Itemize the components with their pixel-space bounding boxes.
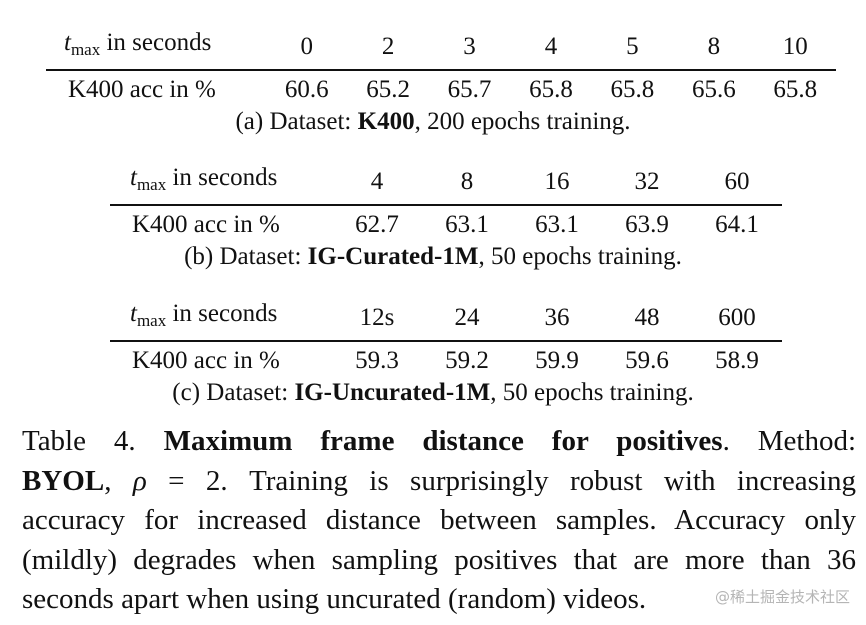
row-label: K400 acc in % bbox=[132, 211, 280, 238]
header-row: tmax in seconds 0 2 3 4 5 8 10 bbox=[46, 28, 836, 71]
column-header: 5 bbox=[591, 28, 674, 71]
column-header: 4 bbox=[332, 163, 422, 206]
caption-c: (c) Dataset: IG-Uncurated-1M, 50 epochs … bbox=[172, 379, 694, 406]
header-label: tmax in seconds bbox=[110, 163, 332, 206]
table-cell: 59.9 bbox=[535, 347, 579, 374]
table-cell: 65.6 bbox=[691, 76, 736, 103]
header-row: tmax in seconds 4 8 16 32 60 bbox=[110, 163, 782, 206]
table-cell: 59.2 bbox=[445, 347, 489, 374]
column-header: 24 bbox=[422, 299, 512, 342]
table-cell: 64.1 bbox=[715, 211, 759, 238]
table-cell: 65.8 bbox=[610, 76, 655, 103]
caption-title: Maximum frame distance for positives bbox=[163, 425, 723, 457]
caption-a: (a) Dataset: K400, 200 epochs training. bbox=[235, 108, 631, 135]
column-header: 8 bbox=[422, 163, 512, 206]
caption-line-4: (mildly) degrades when sampling positive… bbox=[22, 543, 856, 576]
table-caption-paragraph: Table 4. Maximum frame distance for posi… bbox=[22, 422, 856, 620]
column-header: 0 bbox=[266, 28, 348, 71]
table-cell: 65.2 bbox=[366, 76, 410, 103]
column-header: 4 bbox=[510, 28, 592, 71]
caption-line-5: seconds apart when using uncurated (rand… bbox=[22, 583, 647, 615]
table-cell: 63.1 bbox=[535, 211, 579, 238]
column-header: 16 bbox=[512, 163, 602, 206]
column-header: 600 bbox=[692, 299, 782, 342]
table-cell: 65.8 bbox=[773, 76, 818, 103]
results-table-a: tmax in seconds 0 2 3 4 5 8 10 K400 acc … bbox=[46, 28, 836, 105]
header-label: tmax in seconds bbox=[110, 299, 332, 342]
table-cell: 59.6 bbox=[625, 347, 669, 374]
table-cell: 62.7 bbox=[355, 211, 399, 238]
table-cell: 59.3 bbox=[355, 347, 399, 374]
table-cell: 65.7 bbox=[447, 76, 492, 103]
header-row: tmax in seconds 12s 24 36 48 600 bbox=[110, 299, 782, 342]
results-table-c: tmax in seconds 12s 24 36 48 600 K400 ac… bbox=[110, 299, 782, 376]
table-cell: 60.6 bbox=[284, 76, 329, 103]
table-cell: 65.8 bbox=[529, 76, 573, 103]
column-header: 3 bbox=[428, 28, 511, 71]
method-name: BYOL bbox=[22, 464, 105, 497]
column-header: 12s bbox=[332, 299, 422, 342]
caption-line-3: accuracy for increased distance between … bbox=[22, 504, 856, 536]
header-label: tmax in seconds bbox=[46, 28, 266, 71]
column-header: 60 bbox=[692, 163, 782, 206]
column-header: 10 bbox=[754, 28, 836, 71]
column-header: 48 bbox=[602, 299, 692, 342]
column-header: 36 bbox=[512, 299, 602, 342]
row-label: K400 acc in % bbox=[132, 347, 280, 374]
value-row: K400 acc in % 60.6 65.2 65.7 65.8 65.8 6… bbox=[46, 70, 836, 105]
caption-b: (b) Dataset: IG-Curated-1M, 50 epochs tr… bbox=[184, 243, 682, 270]
column-header: 32 bbox=[602, 163, 692, 206]
watermark: @稀土掘金技术社区 bbox=[714, 588, 850, 606]
table-cell: 58.9 bbox=[715, 347, 759, 374]
table-cell: 63.1 bbox=[445, 211, 489, 238]
value-row: K400 acc in % 59.3 59.2 59.9 59.6 58.9 bbox=[110, 341, 782, 376]
table-cell: 63.9 bbox=[625, 211, 669, 238]
caption-line-1: Table 4. Maximum frame distance for posi… bbox=[22, 425, 857, 457]
row-label: K400 acc in % bbox=[68, 76, 216, 103]
value-row: K400 acc in % 62.7 63.1 63.1 63.9 64.1 bbox=[110, 205, 782, 240]
results-table-b: tmax in seconds 4 8 16 32 60 K400 acc in… bbox=[110, 163, 782, 240]
column-header: 8 bbox=[673, 28, 755, 71]
column-header: 2 bbox=[347, 28, 429, 71]
caption-line-2: BYOL, ρ = 2. Training is surprisingly ro… bbox=[22, 464, 857, 497]
